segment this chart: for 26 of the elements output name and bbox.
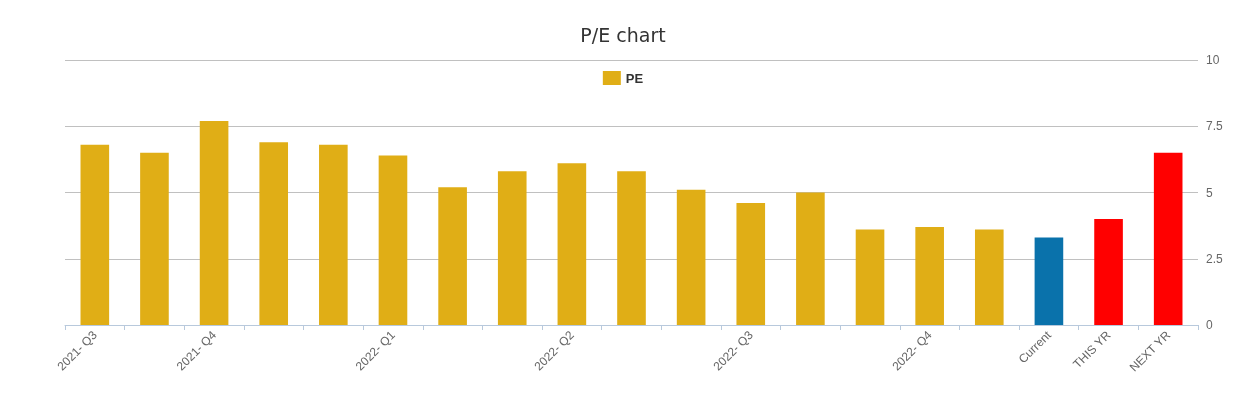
bar — [855, 229, 885, 325]
bar — [497, 171, 527, 325]
bar — [736, 203, 766, 325]
legend-label: PE — [625, 70, 644, 86]
bar — [1094, 219, 1123, 325]
bar — [199, 120, 229, 325]
chart-title: P/E chart — [580, 23, 666, 46]
bar — [676, 189, 706, 325]
bar — [915, 226, 944, 325]
bar — [617, 171, 646, 325]
bar — [319, 144, 348, 325]
bar — [80, 144, 110, 325]
y-tick-label: 0 — [1206, 318, 1213, 332]
bar — [438, 187, 467, 325]
y-tick-label: 7.5 — [1206, 119, 1224, 134]
bar — [1034, 237, 1064, 325]
y-tick-label: 2.5 — [1206, 251, 1224, 266]
y-tick-label: 10 — [1206, 53, 1220, 67]
bar — [140, 152, 169, 325]
bar — [796, 192, 825, 325]
bar — [974, 229, 1004, 325]
bar — [1153, 152, 1183, 325]
bar — [378, 155, 408, 325]
bar — [557, 163, 587, 325]
bar — [259, 142, 289, 325]
y-tick-label: 5 — [1206, 185, 1213, 200]
